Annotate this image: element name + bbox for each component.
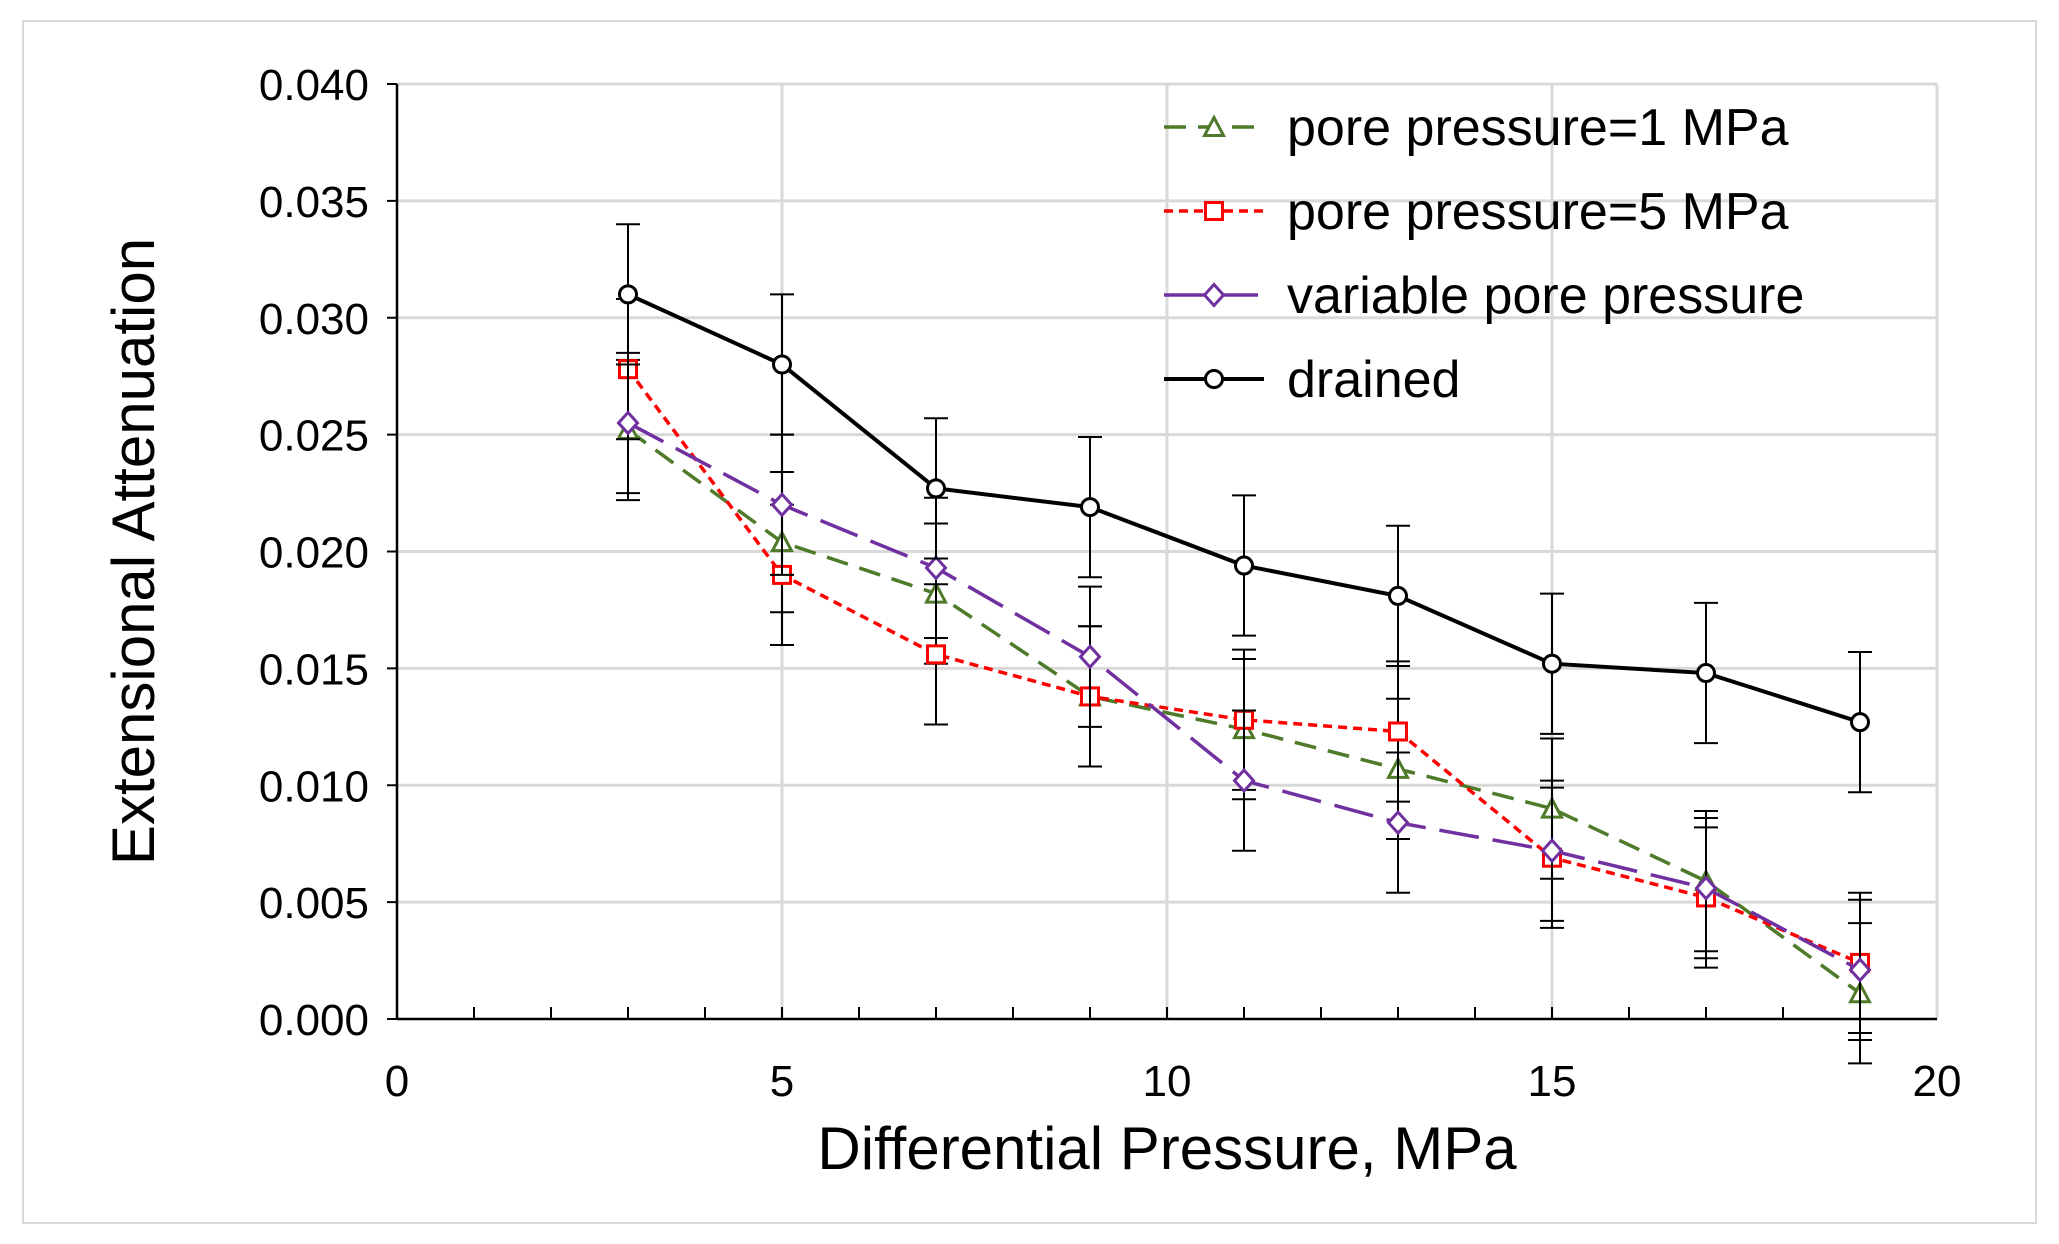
data-point — [924, 555, 948, 581]
data-point — [1542, 653, 1562, 674]
data-point — [1080, 497, 1100, 518]
legend-item: variable pore pressure — [1164, 267, 1804, 325]
legend-label: drained — [1287, 351, 1460, 409]
data-point — [1848, 957, 1872, 983]
y-tick-label: 0.020 — [259, 529, 369, 578]
legend-marker — [1202, 282, 1226, 308]
gridlines — [397, 82, 1939, 1019]
legend-label: pore pressure=5 MPa — [1287, 183, 1789, 241]
legend-item: pore pressure=5 MPa — [1164, 183, 1789, 241]
legend-label: pore pressure=1 MPa — [1287, 99, 1789, 157]
legend-label: variable pore pressure — [1287, 267, 1804, 325]
series-drained — [616, 223, 1872, 794]
legend-marker — [1204, 201, 1224, 221]
series-variable-pore-pressure — [616, 351, 1872, 1042]
series-pore-pressure-5-mpa — [616, 298, 1872, 1035]
data-point — [1696, 663, 1716, 684]
y-tick-label: 0.030 — [259, 295, 369, 344]
data-point — [770, 492, 794, 518]
y-tick-label: 0.010 — [259, 762, 369, 811]
y-tick-label: 0.005 — [259, 879, 369, 928]
x-tick-label: 5 — [770, 1057, 794, 1106]
data-point — [1388, 585, 1408, 606]
x-axis-title: Differential Pressure, MPa — [817, 1115, 1517, 1182]
line-chart: 0.000 0.005 0.010 0.015 0.020 0.025 0.030 0.035… — [100, 61, 1962, 1182]
data-point — [926, 644, 946, 665]
x-tick-label: 20 — [1913, 1057, 1962, 1106]
y-tick-label: 0.015 — [259, 645, 369, 694]
data-point — [1232, 767, 1256, 794]
y-tick-label: 0.025 — [259, 412, 369, 461]
chart-frame: 0.000 0.005 0.010 0.015 0.020 0.025 0.030 0.035… — [22, 20, 2037, 1224]
data-point — [926, 478, 946, 499]
legend: pore pressure=1 MPa pore pressure=5 MPa va… — [1164, 99, 1804, 409]
data-point — [1540, 837, 1564, 864]
x-tick-label: 10 — [1143, 1057, 1192, 1106]
series-line — [626, 368, 1861, 965]
data-point — [1234, 555, 1254, 576]
data-point — [772, 354, 792, 375]
legend-item: drained — [1164, 351, 1460, 409]
data-point — [616, 410, 640, 436]
data-point — [1388, 721, 1408, 742]
data-point — [1386, 809, 1410, 836]
data-point — [618, 284, 638, 305]
legend-item: pore pressure=1 MPa — [1164, 99, 1789, 157]
y-tick-label: 0.040 — [259, 61, 369, 110]
axes: 0.000 0.005 0.010 0.015 0.020 0.025 0.030 0.035… — [259, 61, 1962, 1106]
data-series — [616, 223, 1872, 1065]
x-tick-label: 0 — [385, 1057, 409, 1106]
x-tick-label: 15 — [1528, 1057, 1577, 1106]
legend-marker — [1204, 369, 1224, 389]
y-tick-label: 0.035 — [259, 178, 369, 227]
y-tick-label: 0.000 — [259, 996, 369, 1045]
data-point — [1850, 712, 1870, 733]
data-point — [1694, 875, 1718, 901]
legend-marker — [1202, 114, 1226, 137]
data-point — [1078, 643, 1102, 670]
y-axis-title: Extensional Attenuation — [100, 238, 167, 865]
